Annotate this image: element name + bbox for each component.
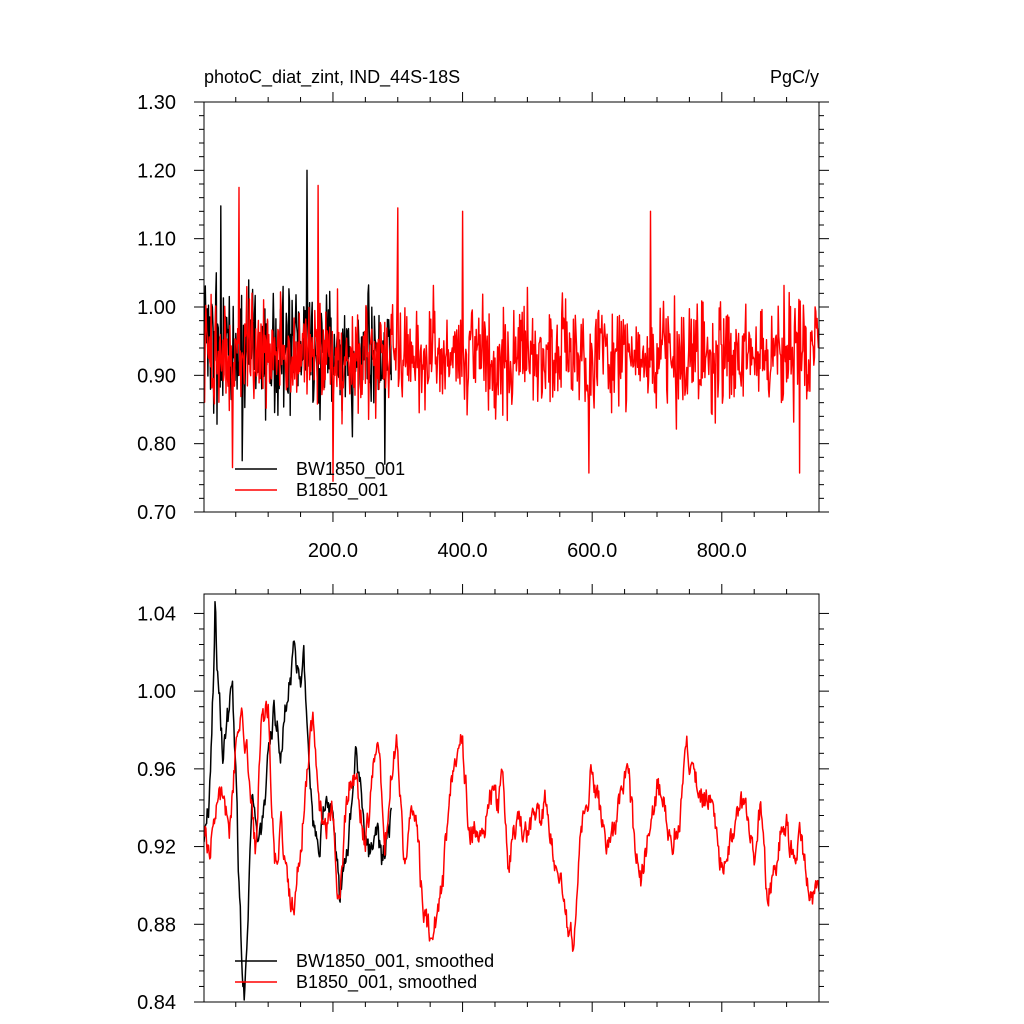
chart-units: PgC/y xyxy=(770,67,819,87)
x-tick-label: 800.0 xyxy=(697,540,747,562)
x-tick-label: 600.0 xyxy=(567,540,617,562)
y-tick-label: 0.70 xyxy=(137,502,176,524)
y-tick-label: 0.84 xyxy=(137,992,176,1014)
series-line-b1850 xyxy=(204,700,819,952)
y-tick-label: 0.80 xyxy=(137,434,176,456)
plot-frame xyxy=(203,593,820,1003)
legend-label: B1850_001, smoothed xyxy=(296,972,477,993)
legend-label: B1850_001 xyxy=(296,480,388,501)
legend-label: BW1850_001 xyxy=(296,459,405,480)
y-tick-label: 1.00 xyxy=(137,681,176,703)
y-tick-label: 0.90 xyxy=(137,365,176,387)
bottom-panel: 0.84 0.88 0.92 0.96 1.00 1.04 BW1850_001, smoo… xyxy=(137,584,829,1014)
y-tick-label: 0.92 xyxy=(137,837,176,859)
x-tick-label: 400.0 xyxy=(438,540,488,562)
y-tick-label: 0.96 xyxy=(137,759,176,781)
x-tick-label: 200.0 xyxy=(308,540,358,562)
y-tick-label: 1.30 xyxy=(137,92,176,114)
y-tick-label: 1.20 xyxy=(137,160,176,182)
y-tick-label: 1.00 xyxy=(137,297,176,319)
top-panel: photoC_diat_zint, IND_44S-18S PgC/y 0.70… xyxy=(137,67,829,562)
y-tick-label: 1.10 xyxy=(137,229,176,251)
y-tick-label: 1.04 xyxy=(137,603,176,625)
y-tick-label: 0.88 xyxy=(137,914,176,936)
legend-label: BW1850_001, smoothed xyxy=(296,951,494,972)
chart-title: photoC_diat_zint, IND_44S-18S xyxy=(204,67,460,88)
series-line-b1850 xyxy=(204,184,819,482)
